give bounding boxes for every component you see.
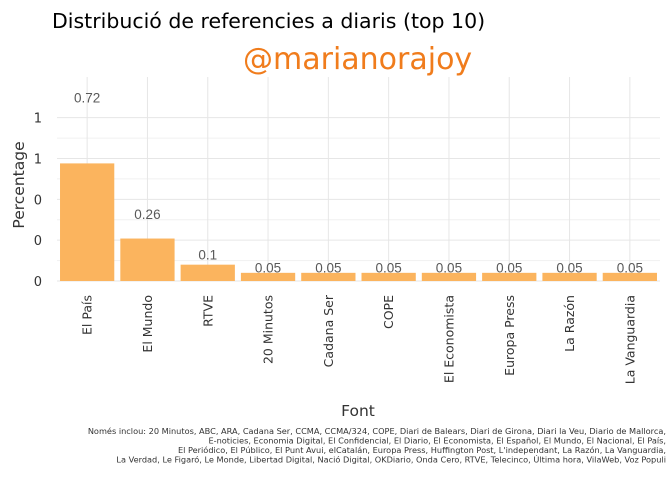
y-tick-label: 0 bbox=[34, 275, 42, 290]
bar bbox=[482, 272, 537, 281]
x-tick-label: RTVE bbox=[200, 295, 215, 327]
data-label: 0.72 bbox=[74, 91, 100, 106]
bar bbox=[602, 272, 657, 281]
caption-line: El Periódico, El Público, El Punt Avui, … bbox=[178, 445, 666, 455]
data-labels: 0.72 0.26 0.1 0.05 0.05 0.05 0.05 0.05 0.05 0.05 bbox=[74, 91, 643, 276]
data-label: 0.05 bbox=[496, 260, 522, 275]
x-tick-label: Cadana Ser bbox=[321, 294, 336, 367]
x-tick-label: La Razón bbox=[562, 295, 577, 352]
data-label: 0.05 bbox=[436, 260, 462, 275]
caption-line: E-noticies, Economia Digital, El Confide… bbox=[208, 436, 666, 446]
gridlines bbox=[57, 77, 660, 282]
y-tick-label: 1 bbox=[34, 112, 42, 127]
data-label: 0.1 bbox=[198, 248, 217, 263]
chart-title: Distribució de referencies a diaris (top… bbox=[52, 9, 485, 33]
bars bbox=[60, 163, 657, 281]
data-label: 0.05 bbox=[617, 260, 643, 275]
y-tick-label: 1 bbox=[34, 153, 42, 168]
bar bbox=[542, 272, 597, 281]
data-label: 0.05 bbox=[315, 260, 341, 275]
y-axis-title: Percentage bbox=[10, 141, 28, 228]
bar bbox=[301, 272, 356, 281]
x-axis-title: Font bbox=[341, 402, 375, 420]
data-label: 0.05 bbox=[255, 260, 281, 275]
y-tick-label: 0 bbox=[34, 234, 42, 249]
x-tick-label: 20 Minutos bbox=[261, 295, 276, 364]
x-axis-ticks: El País El Mundo RTVE 20 Minutos Cadana Ser C… bbox=[80, 294, 638, 384]
caption-line: Només inclou: 20 Minutos, ABC, ARA, Cada… bbox=[88, 426, 666, 436]
x-tick-label: La Vanguardia bbox=[622, 295, 637, 384]
bar bbox=[180, 264, 235, 281]
x-tick-label: Europa Press bbox=[502, 295, 517, 376]
x-tick-label: El Mundo bbox=[140, 295, 155, 353]
bar bbox=[120, 238, 175, 281]
x-tick-label: El País bbox=[80, 295, 95, 335]
x-tick-label: El Economista bbox=[441, 295, 456, 383]
bar bbox=[421, 272, 477, 281]
bar bbox=[361, 272, 416, 281]
bar bbox=[60, 163, 115, 281]
x-tick-label: COPE bbox=[381, 295, 396, 329]
bar bbox=[240, 272, 296, 281]
y-axis-ticks: 0 0 0 1 1 bbox=[34, 112, 42, 290]
data-label: 0.05 bbox=[376, 260, 402, 275]
y-tick-label: 0 bbox=[34, 193, 42, 208]
chart-subtitle: @marianorajoy bbox=[243, 42, 472, 77]
caption-line: La Verdad, Le Figaró, Le Monde, Libertad… bbox=[116, 454, 666, 465]
caption: Només inclou: 20 Minutos, ABC, ARA, Cada… bbox=[88, 426, 666, 465]
data-label: 0.05 bbox=[556, 260, 582, 275]
data-label: 0.26 bbox=[134, 207, 160, 222]
